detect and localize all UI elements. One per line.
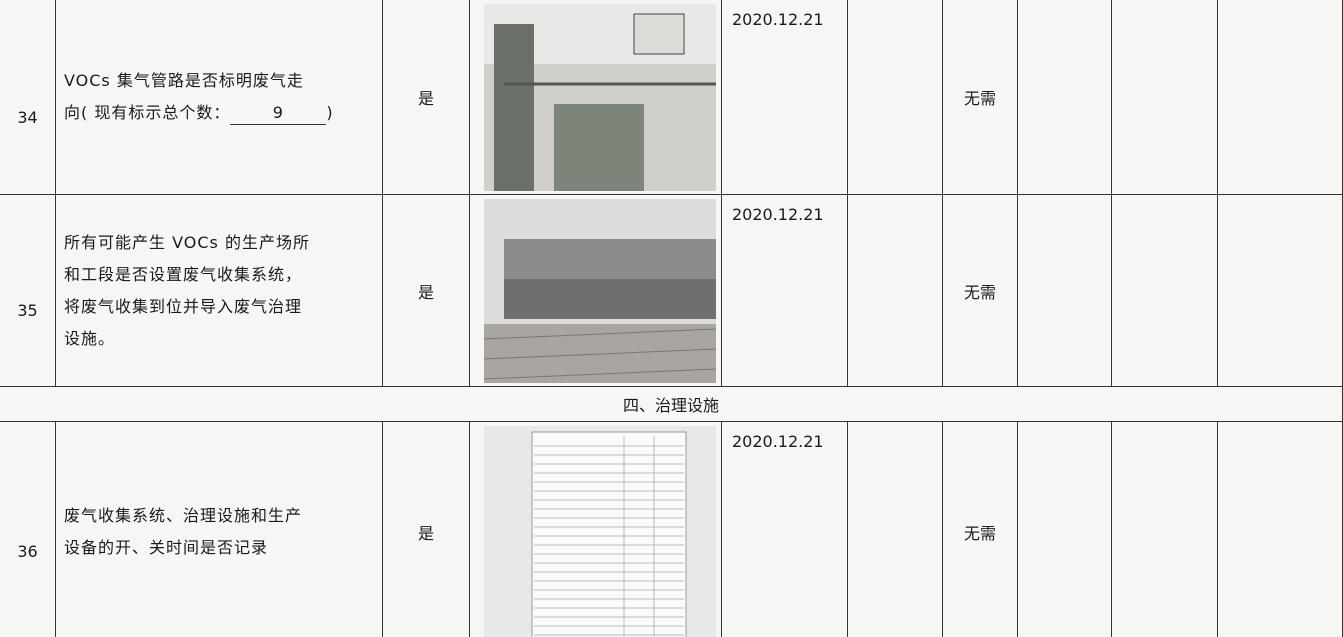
description: 废气收集系统、治理设施和生产 设备的开、关时间是否记录: [56, 422, 383, 637]
description-line: 所有可能产生 VOCs 的生产场所: [64, 227, 374, 259]
text: 向( 现有标示总个数：: [64, 103, 231, 122]
empty-cell: [1218, 195, 1343, 387]
row-number: 34: [0, 0, 56, 195]
text: 设施。: [64, 328, 116, 348]
empty-cell: [1018, 422, 1112, 637]
photo: [484, 4, 716, 191]
empty-cell: [848, 422, 943, 637]
empty-cell: [848, 0, 943, 195]
description-line: 将废气收集到位并导入废气治理: [64, 291, 374, 323]
status: 无需: [943, 195, 1018, 387]
photo-cell: [470, 0, 722, 195]
text: 设备的开、关时间是否记录: [64, 537, 269, 557]
description-line: 废气收集系统、治理设施和生产: [64, 500, 374, 532]
photo-cell: [470, 195, 722, 387]
empty-cell: [1112, 422, 1218, 637]
photo-cell: [470, 422, 722, 637]
empty-cell: [1112, 0, 1218, 195]
row-number: 36: [0, 422, 56, 637]
text: 将废气收集到位并导入废气治理: [64, 296, 303, 316]
text: VOCs 集气管路是否标明废气走: [64, 71, 304, 90]
status: 无需: [943, 0, 1018, 195]
status: 无需: [943, 422, 1018, 637]
answer: 是: [383, 195, 470, 387]
text: ): [326, 103, 334, 122]
photo: [484, 199, 716, 383]
answer: 是: [383, 0, 470, 195]
text: 和工段是否设置废气收集系统，: [64, 264, 303, 284]
description-line: 和工段是否设置废气收集系统，: [64, 259, 374, 291]
answer: 是: [383, 422, 470, 637]
photo: [484, 426, 716, 637]
empty-cell: [848, 195, 943, 387]
empty-cell: [1218, 422, 1343, 637]
empty-cell: [1218, 0, 1343, 195]
text: 所有可能产生 VOCs 的生产场所: [64, 232, 310, 252]
description: 所有可能产生 VOCs 的生产场所 和工段是否设置废气收集系统， 将废气收集到位并导…: [56, 195, 383, 387]
empty-cell: [1018, 0, 1112, 195]
empty-cell: [1018, 195, 1112, 387]
description-line: 向( 现有标示总个数： 9): [64, 97, 374, 129]
description-line: 设备的开、关时间是否记录: [64, 532, 374, 564]
empty-cell: [1112, 195, 1218, 387]
count: 9: [230, 102, 327, 125]
description-line: 设施。: [64, 323, 374, 355]
section-header: 四、治理设施: [0, 387, 1343, 422]
description: VOCs 集气管路是否标明废气走 向( 现有标示总个数： 9): [56, 0, 383, 195]
text: 废气收集系统、治理设施和生产: [64, 505, 303, 525]
row-number: 35: [0, 195, 56, 387]
date: 2020.12.21: [722, 422, 848, 637]
date: 2020.12.21: [722, 195, 848, 387]
description-line: VOCs 集气管路是否标明废气走: [64, 65, 374, 97]
date: 2020.12.21: [722, 0, 848, 195]
